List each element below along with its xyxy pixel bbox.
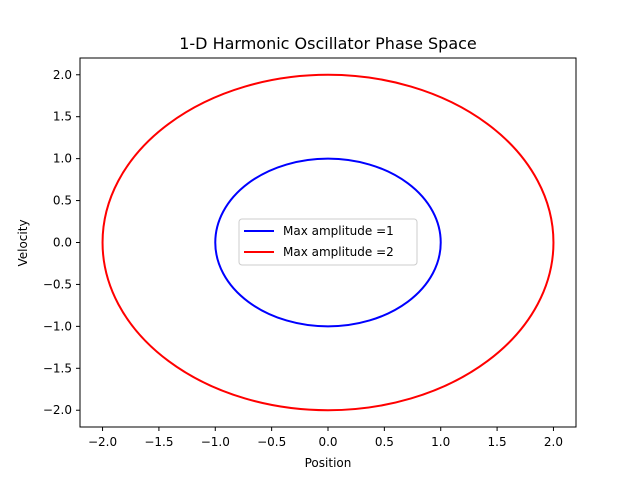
y-tick-label: −2.0 [43,403,72,417]
y-tick-label: 2.0 [53,68,72,82]
x-tick-label: −1.0 [201,435,230,449]
y-tick-label: −1.0 [43,319,72,333]
x-tick-label: 0.5 [375,435,394,449]
legend-label-amplitude-1: Max amplitude =1 [283,224,394,238]
y-tick-label: 0.0 [53,236,72,250]
x-tick-label: 1.0 [431,435,450,449]
legend-label-amplitude-2: Max amplitude =2 [283,245,394,259]
chart-title: 1-D Harmonic Oscillator Phase Space [179,34,477,53]
x-tick-label: 0.0 [318,435,337,449]
legend-box [238,218,418,266]
x-tick-label: −1.5 [144,435,173,449]
x-tick-label: −2.0 [88,435,117,449]
series-line-amplitude-1 [214,157,442,328]
y-tick-label: −1.5 [43,361,72,375]
y-axis-label: Velocity [16,219,30,266]
legend: Max amplitude =1 Max amplitude =2 [238,218,418,266]
x-axis-ticks: −2.0 −1.5 −1.0 −0.5 0.0 0.5 1.0 1.5 2.0 [88,427,563,449]
y-tick-label: 1.0 [53,152,72,166]
y-axis-ticks: −2.0 −1.5 −1.0 −0.5 0.0 0.5 1.0 1.5 2.0 [43,68,80,417]
series-line-amplitude-2 [101,73,555,412]
y-tick-label: 0.5 [53,194,72,208]
x-tick-label: −0.5 [257,435,286,449]
y-tick-label: −0.5 [43,277,72,291]
x-tick-label: 2.0 [544,435,563,449]
x-axis-label: Position [305,456,352,470]
x-tick-label: 1.5 [488,435,507,449]
y-tick-label: 1.5 [53,110,72,124]
series-layer [101,73,555,412]
